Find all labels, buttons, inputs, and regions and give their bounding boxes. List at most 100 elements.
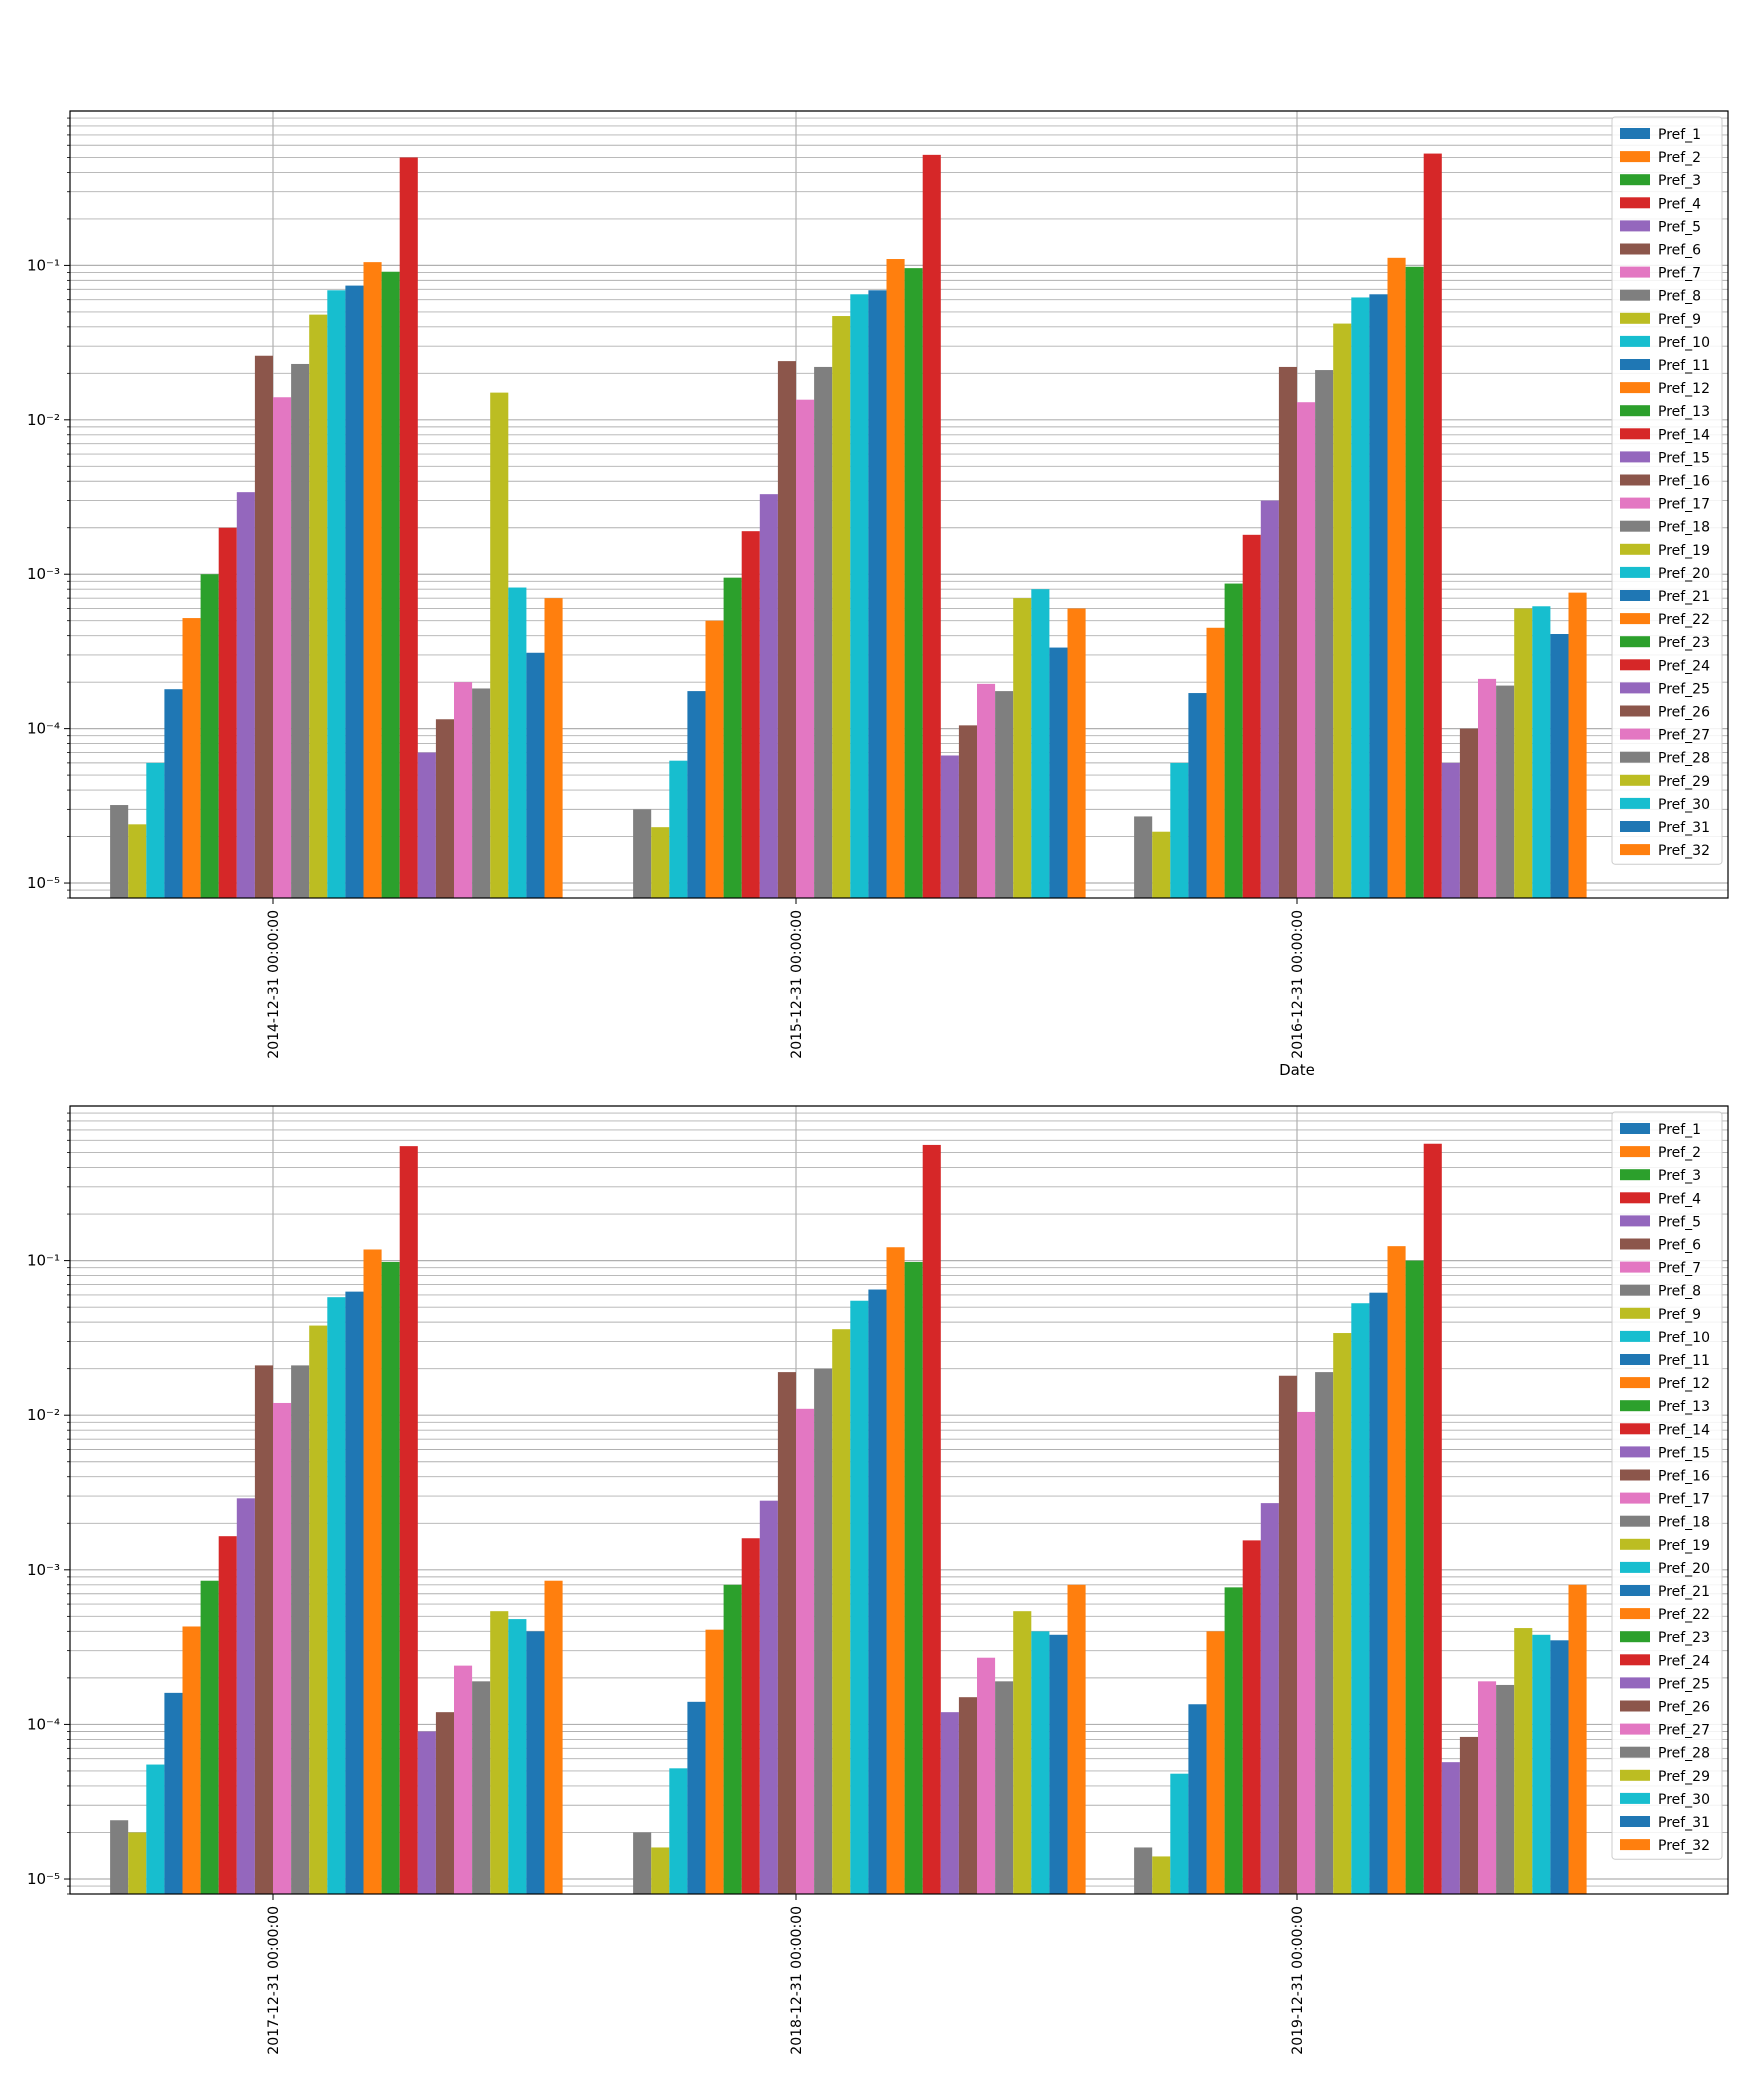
legend-entry: Pref_26 xyxy=(1658,1700,1710,1716)
legend-entry: Pref_24 xyxy=(1658,1653,1710,1669)
bar-pref-17-2 xyxy=(1297,402,1316,898)
legend-entry: Pref_7 xyxy=(1658,1261,1701,1277)
legend-swatch xyxy=(1620,844,1650,856)
x-tick-label: 2017-12-31 00:00:00 xyxy=(266,1906,282,2055)
bar-pref-13-1 xyxy=(723,577,742,898)
y-tick-label: 10⁻³ xyxy=(27,565,60,583)
legend-entry: Pref_5 xyxy=(1658,219,1701,235)
legend-entry: Pref_2 xyxy=(1658,1145,1701,1161)
legend-entry: Pref_10 xyxy=(1658,335,1710,351)
legend-swatch xyxy=(1620,797,1650,809)
bar-pref-9-0 xyxy=(128,824,147,898)
legend-entry: Pref_25 xyxy=(1658,1676,1710,1692)
bar-pref-24-0 xyxy=(399,157,418,899)
bar-pref-17-1 xyxy=(796,1408,815,1894)
bar-pref-17-0 xyxy=(273,397,292,898)
bar-pref-12-0 xyxy=(182,618,201,898)
bar-pref-22-0 xyxy=(363,262,382,898)
legend-swatch xyxy=(1620,682,1650,694)
legend-swatch xyxy=(1620,1330,1650,1342)
bar-pref-14-1 xyxy=(741,1538,760,1894)
legend-swatch xyxy=(1620,1816,1650,1827)
bar-pref-19-1 xyxy=(832,1329,851,1894)
legend-swatch xyxy=(1620,1446,1650,1458)
legend-swatch xyxy=(1620,128,1650,139)
bar-pref-32-0 xyxy=(544,598,563,898)
bar-pref-29-2 xyxy=(1514,1628,1533,1894)
bar-pref-28-2 xyxy=(1496,685,1515,898)
legend-swatch xyxy=(1620,1631,1650,1643)
bar-pref-26-1 xyxy=(958,1697,977,1894)
bar-pref-14-2 xyxy=(1242,534,1261,898)
legend-swatch xyxy=(1620,1423,1650,1435)
bar-pref-31-2 xyxy=(1550,634,1569,898)
bar-pref-25-2 xyxy=(1441,762,1460,898)
legend-swatch xyxy=(1620,312,1650,324)
legend-entry: Pref_16 xyxy=(1658,474,1710,490)
bar-pref-19-1 xyxy=(832,316,851,898)
legend-swatch xyxy=(1620,1469,1650,1481)
bar-pref-28-2 xyxy=(1496,1684,1515,1894)
plot-frame xyxy=(69,110,1729,899)
legend-entry: Pref_17 xyxy=(1658,497,1710,513)
bar-pref-20-0 xyxy=(327,290,346,898)
legend-entry: Pref_16 xyxy=(1658,1469,1710,1485)
x-tick-label: 2016-12-31 00:00:00 xyxy=(1290,910,1306,1059)
legend-entry: Pref_21 xyxy=(1658,1584,1710,1600)
legend-entry: Pref_31 xyxy=(1658,820,1710,836)
legend-swatch xyxy=(1620,1123,1650,1134)
bar-pref-25-0 xyxy=(417,752,436,898)
bar-pref-26-0 xyxy=(435,719,454,898)
bar-pref-31-1 xyxy=(1049,1634,1068,1894)
legend-entry: Pref_14 xyxy=(1658,427,1710,443)
legend-entry: Pref_4 xyxy=(1658,1191,1701,1207)
bar-pref-23-0 xyxy=(381,271,400,899)
bar-pref-26-0 xyxy=(435,1712,454,1894)
bar-pref-10-2 xyxy=(1170,1773,1189,1894)
legend-bottom: Pref_1 Pref_2 Pref_3 Pref_4 Pref_5 Pref_6 Pref… xyxy=(1611,1111,1723,1860)
legend-entry: Pref_23 xyxy=(1658,1630,1710,1646)
legend-entry: Pref_4 xyxy=(1658,196,1701,212)
bar-pref-24-1 xyxy=(922,154,941,899)
legend-swatch xyxy=(1620,1839,1650,1851)
legend-swatch xyxy=(1620,1169,1650,1181)
bar-pref-28-0 xyxy=(472,1681,491,1894)
legend-swatch xyxy=(1620,1400,1650,1412)
legend-entry: Pref_3 xyxy=(1658,1168,1701,1184)
legend-swatch xyxy=(1620,266,1650,278)
bar-pref-19-2 xyxy=(1333,323,1352,899)
legend-swatch xyxy=(1620,1538,1650,1550)
bar-pref-20-2 xyxy=(1351,1303,1370,1894)
legend-entry: Pref_22 xyxy=(1658,1607,1710,1623)
legend-entry: Pref_29 xyxy=(1658,1769,1710,1785)
bar-pref-10-1 xyxy=(669,1768,688,1894)
legend-swatch xyxy=(1620,728,1650,740)
bar-pref-31-2 xyxy=(1550,1640,1569,1894)
bar-pref-20-1 xyxy=(850,1300,869,1894)
bar-pref-16-2 xyxy=(1278,366,1297,898)
bar-pref-29-0 xyxy=(490,1611,509,1894)
legend-entry: Pref_10 xyxy=(1658,1330,1710,1346)
legend-entry: Pref_12 xyxy=(1658,1376,1710,1392)
bar-pref-20-2 xyxy=(1351,297,1370,899)
bar-pref-23-2 xyxy=(1405,1260,1424,1894)
bar-pref-13-0 xyxy=(200,1580,219,1894)
bar-pref-30-0 xyxy=(508,1619,527,1894)
legend-swatch xyxy=(1620,1284,1650,1296)
bar-pref-32-2 xyxy=(1568,592,1587,898)
legend-entry: Pref_9 xyxy=(1658,312,1701,328)
bar-pref-24-2 xyxy=(1423,153,1442,898)
bar-pref-11-1 xyxy=(687,691,706,898)
legend-entry: Pref_23 xyxy=(1658,635,1710,651)
legend-entry: Pref_11 xyxy=(1658,358,1710,374)
legend-swatch xyxy=(1620,1307,1650,1319)
legend-entry: Pref_31 xyxy=(1658,1815,1710,1831)
y-tick-label: 10⁻² xyxy=(27,1406,60,1424)
legend-entry: Pref_20 xyxy=(1658,1561,1710,1577)
legend-swatch xyxy=(1620,289,1650,301)
legend-swatch xyxy=(1620,520,1650,532)
bar-pref-21-1 xyxy=(868,1289,887,1894)
legend-swatch xyxy=(1620,1492,1650,1504)
legend-entry: Pref_20 xyxy=(1658,566,1710,582)
bar-pref-10-1 xyxy=(669,760,688,898)
